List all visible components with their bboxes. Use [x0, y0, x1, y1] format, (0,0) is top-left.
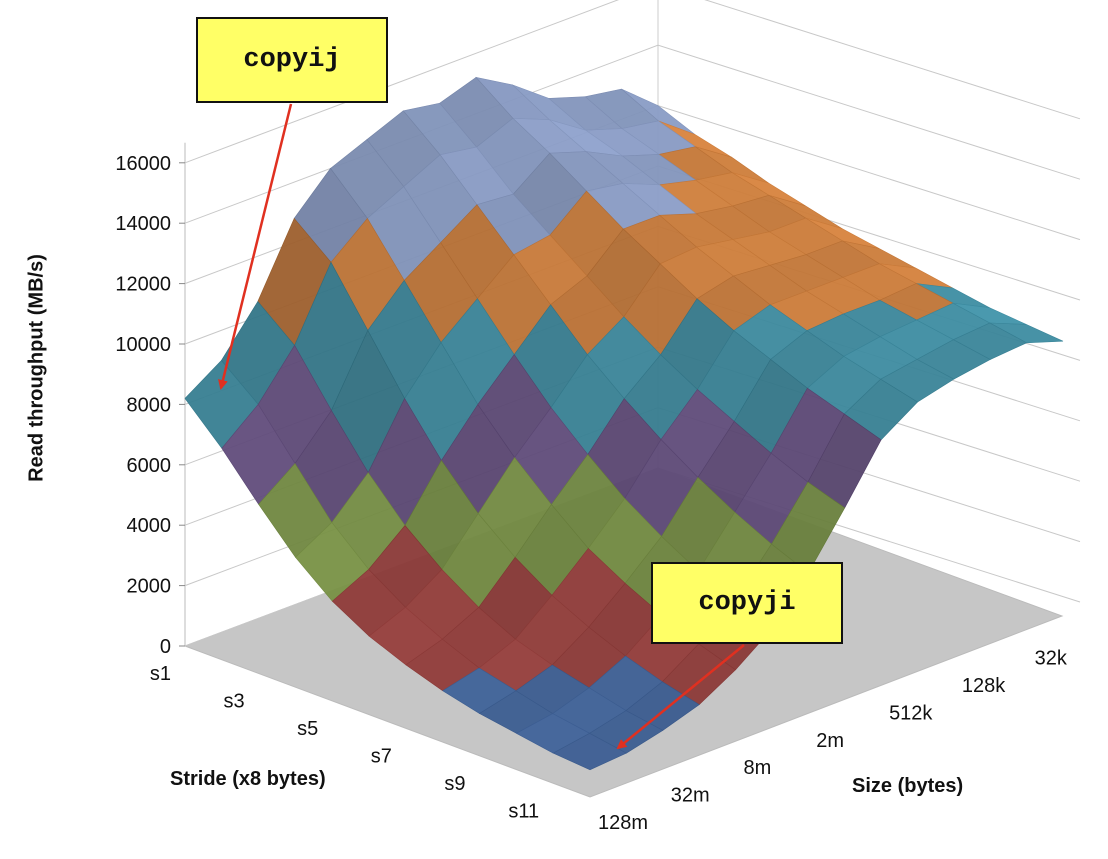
surface-layer [184, 76, 1064, 771]
copyij-label: copyij [243, 45, 341, 75]
size-tick-label: 2m [816, 730, 844, 752]
size-tick-label: 128m [598, 812, 648, 834]
z-axis-title: Size (bytes) [852, 775, 964, 797]
copyji-arrow [616, 644, 745, 750]
y-tick-label: 0 [160, 636, 171, 658]
y-tick-label: 2000 [127, 576, 172, 598]
y-tick-label: 12000 [115, 274, 171, 296]
y-axis-title-text: Read throughput (MB/s) [25, 254, 48, 482]
gridline [184, 0, 1081, 164]
copyji-callout: copyji [651, 562, 843, 644]
size-tick-label: 512k [889, 702, 933, 724]
y-tick-label: 10000 [115, 334, 171, 356]
axes-layer: 0 2000 4000 6000 8000 10000 12000 14000 16000 s1 s… [115, 153, 1067, 834]
copyji-label: copyji [698, 588, 796, 618]
stride-tick-label: s1 [150, 663, 171, 685]
size-tick-label: 32k [1035, 648, 1068, 670]
size-tick-label: 32m [671, 785, 710, 807]
arrow-layer [218, 103, 745, 750]
y-tick-label: 4000 [127, 515, 172, 537]
y-tick-label: 14000 [115, 213, 171, 235]
y-tick-label: 16000 [115, 153, 171, 175]
size-tick-label: 8m [744, 757, 772, 779]
y-tick-label: 8000 [127, 394, 172, 416]
y-tick-label: 6000 [127, 455, 172, 477]
stride-tick-label: s11 [508, 800, 539, 822]
stride-tick-label: s3 [224, 690, 245, 712]
stride-tick-label: s5 [297, 718, 318, 740]
stride-tick-label: s7 [371, 745, 392, 767]
surface-cell [552, 732, 628, 771]
copyij-arrow [218, 103, 293, 390]
size-tick-label: 128k [962, 675, 1006, 697]
stride-tick-label: s9 [444, 773, 465, 795]
x-axis-title: Stride (x8 bytes) [170, 768, 326, 790]
copyij-callout: copyij [196, 17, 388, 103]
